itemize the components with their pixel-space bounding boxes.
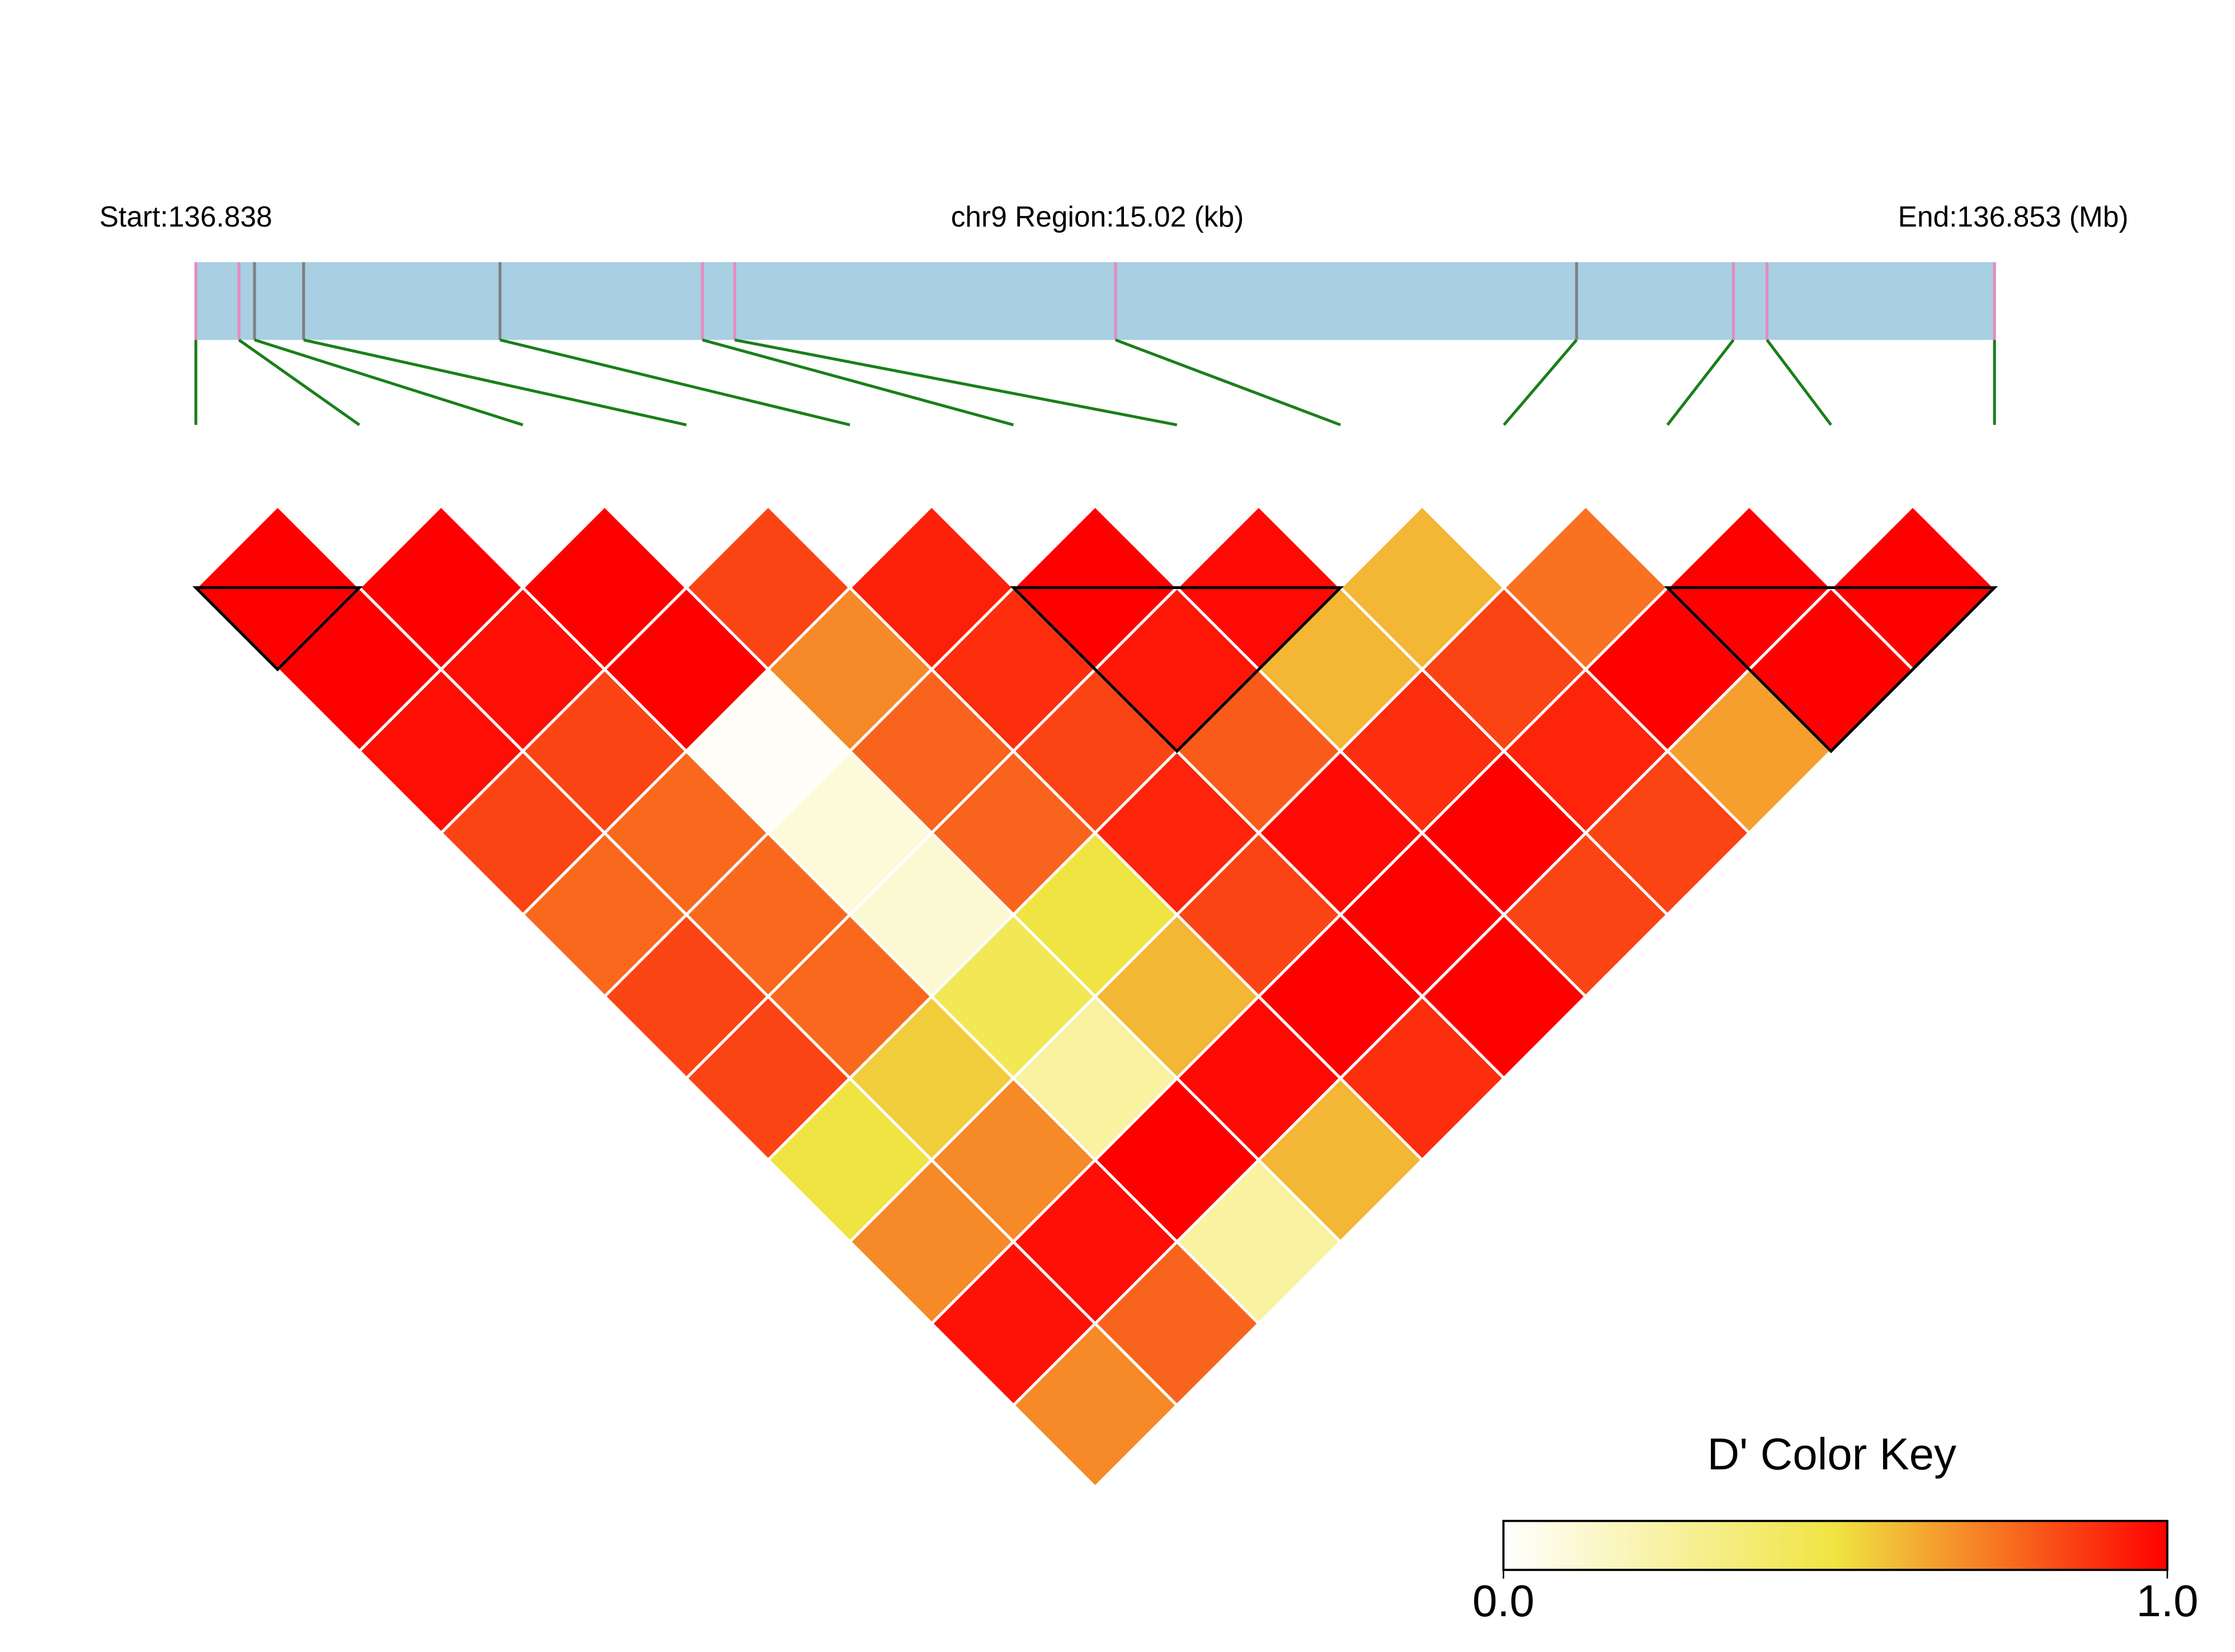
haplotype-block — [1664, 586, 1998, 754]
colorbar — [1502, 1519, 2168, 1571]
region-label: chr9 Region:15.02 (kb) — [951, 200, 1244, 233]
snp-connector — [500, 338, 850, 426]
colorbar-tick-label: 0.0 — [1472, 1576, 1535, 1626]
snp-connector — [303, 338, 687, 427]
snp-connector — [734, 338, 1178, 427]
colorbar-title: D' Color Key — [1707, 1429, 1956, 1479]
snp-connector — [1115, 338, 1341, 426]
haplotype-block — [192, 586, 363, 672]
region-bar — [196, 262, 1995, 340]
end-label: End:136.853 (Mb) — [1898, 200, 2129, 233]
ld-cells — [194, 503, 1997, 1489]
haplotype-block — [1010, 586, 1344, 754]
snp-connector — [238, 338, 360, 426]
snp-connector — [1666, 339, 1735, 426]
snp-connector — [1503, 338, 1578, 426]
start-label: Start:136.838 — [100, 200, 272, 233]
colorbar-tick-label: 1.0 — [2137, 1576, 2199, 1626]
snp-connector — [702, 338, 1014, 426]
snp-connector — [1766, 339, 1832, 426]
snp-connector — [254, 338, 524, 426]
